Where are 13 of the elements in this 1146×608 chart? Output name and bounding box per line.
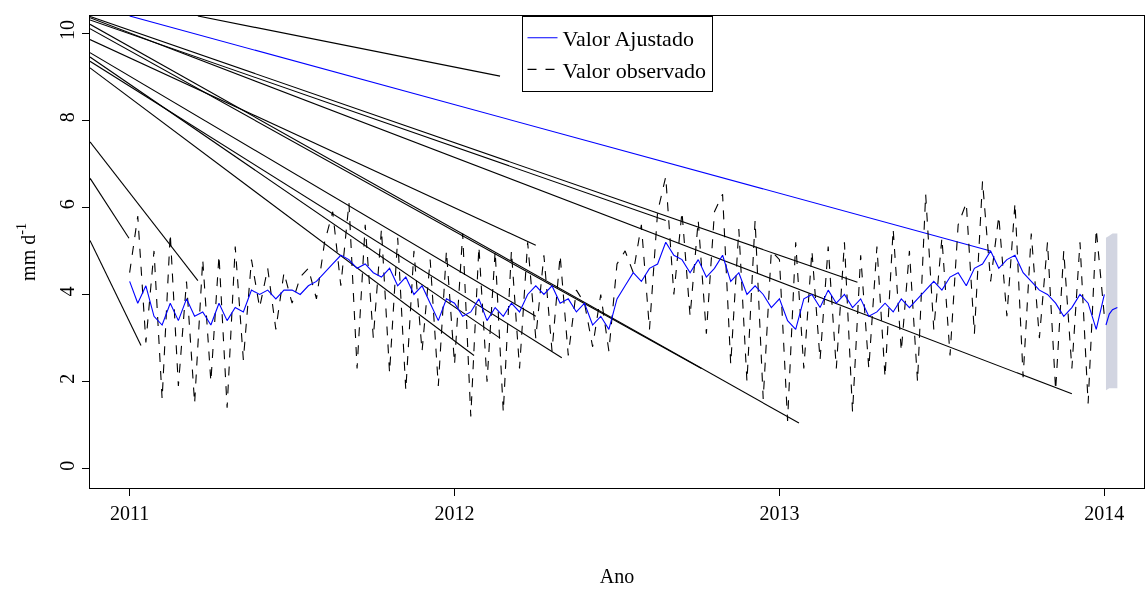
y-tick-label: 8	[56, 112, 78, 123]
legend-label: Valor Ajustado	[562, 26, 694, 52]
x-axis-title: Ano	[599, 564, 635, 587]
x-tick-label: 2014	[1084, 502, 1125, 524]
y-tick-label: 4	[56, 286, 78, 297]
legend-label: Valor observado	[562, 57, 707, 83]
y-tick-label: 6	[56, 199, 78, 210]
x-tick-label: 2013	[759, 502, 800, 524]
y-tick-label: 0	[56, 460, 78, 471]
x-tick-label: 2012	[434, 502, 475, 524]
x-tick-label: 2011	[110, 502, 150, 524]
y-tick-label: 10	[56, 20, 78, 40]
y-tick-label: 2	[56, 373, 78, 384]
